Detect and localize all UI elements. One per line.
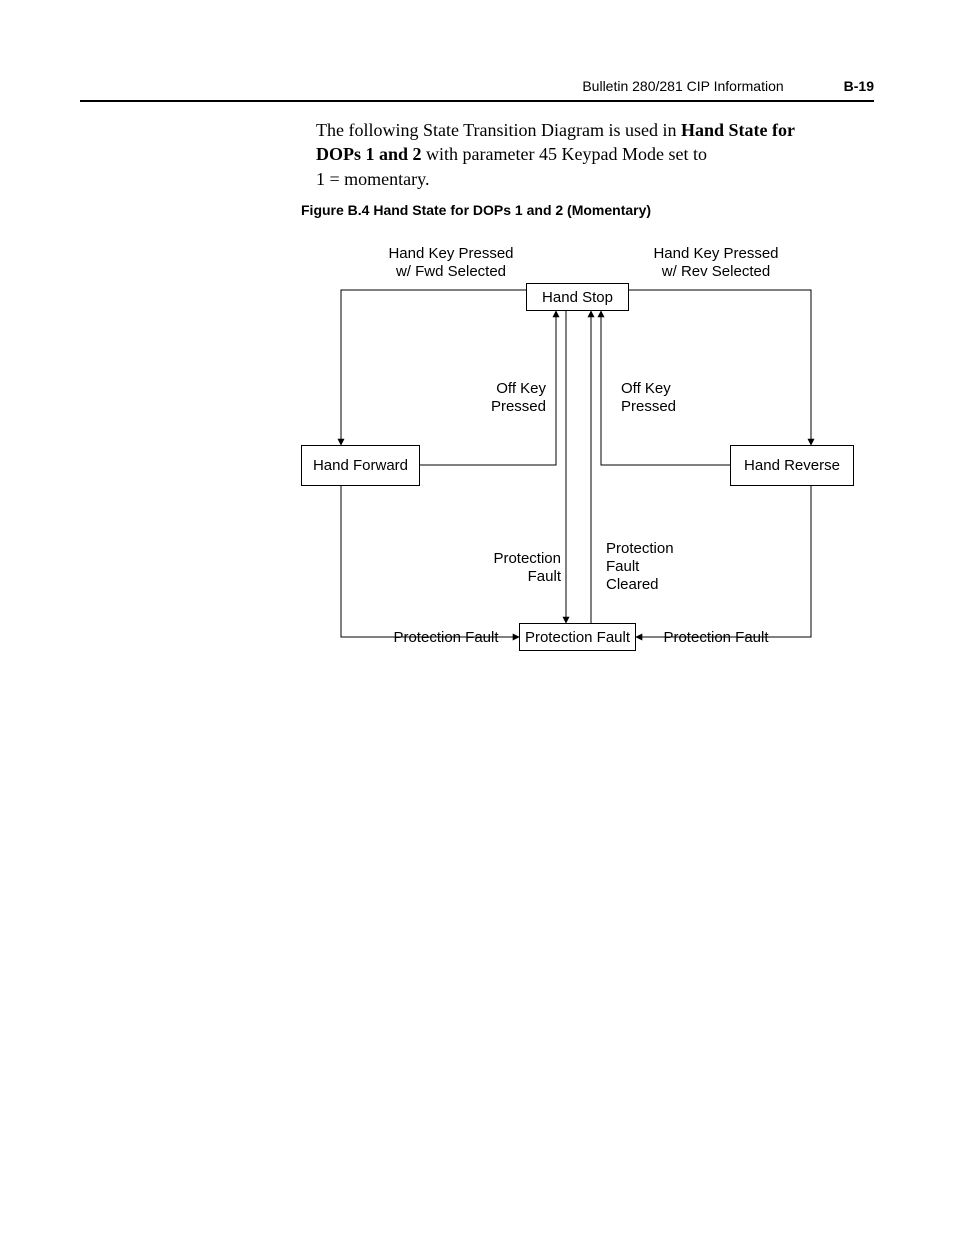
state-hand-stop: Hand Stop — [526, 283, 629, 311]
label-protection-fault-down-2: Fault — [528, 568, 561, 585]
label-hand-key-rev: Hand Key Pressed w/ Rev Selected — [636, 245, 796, 281]
label-protection-fault-right: Protection Fault — [646, 629, 786, 647]
intro-bold-2: DOPs 1 and 2 — [316, 144, 422, 164]
header-title: Bulletin 280/281 CIP Information — [582, 78, 783, 94]
label-off-key-right-1: Off Key — [621, 380, 671, 397]
label-hand-key-fwd-2: w/ Fwd Selected — [396, 263, 506, 280]
label-protection-fault-down: Protection Fault — [451, 550, 561, 586]
header-page-number: B-19 — [844, 78, 874, 94]
label-protection-cleared-3: Cleared — [606, 576, 659, 593]
label-off-key-right: Off Key Pressed — [621, 380, 721, 416]
intro-text-1: The following State Transition Diagram i… — [316, 120, 681, 140]
intro-bold-1: Hand State for — [681, 120, 795, 140]
page: Bulletin 280/281 CIP Information B-19 Th… — [0, 0, 954, 1235]
label-protection-cleared-1: Protection — [606, 540, 674, 557]
state-protection-fault: Protection Fault — [519, 623, 636, 651]
label-protection-fault-left: Protection Fault — [376, 629, 516, 647]
label-off-key-left-1: Off Key — [496, 380, 546, 397]
label-hand-key-fwd-1: Hand Key Pressed — [388, 245, 513, 262]
label-protection-fault-right-text: Protection Fault — [663, 629, 768, 646]
label-protection-cleared-2: Fault — [606, 558, 639, 575]
state-hand-forward-label: Hand Forward — [313, 457, 408, 474]
state-diagram: Hand Stop Hand Forward Hand Reverse Prot… — [301, 230, 854, 680]
figure-caption: Figure B.4 Hand State for DOPs 1 and 2 (… — [301, 202, 651, 218]
label-protection-fault-left-text: Protection Fault — [393, 629, 498, 646]
state-hand-reverse: Hand Reverse — [730, 445, 854, 486]
intro-paragraph: The following State Transition Diagram i… — [316, 118, 874, 191]
intro-text-2: with parameter 45 Keypad Mode set to — [422, 144, 707, 164]
state-hand-reverse-label: Hand Reverse — [744, 457, 840, 474]
label-hand-key-fwd: Hand Key Pressed w/ Fwd Selected — [371, 245, 531, 281]
label-hand-key-rev-2: w/ Rev Selected — [662, 263, 770, 280]
label-hand-key-rev-1: Hand Key Pressed — [653, 245, 778, 262]
label-off-key-left: Off Key Pressed — [446, 380, 546, 416]
label-off-key-right-2: Pressed — [621, 398, 676, 415]
header-rule — [80, 100, 874, 102]
label-protection-cleared: Protection Fault Cleared — [606, 540, 716, 594]
state-protection-fault-label: Protection Fault — [525, 629, 630, 646]
label-protection-fault-down-1: Protection — [493, 550, 561, 567]
state-hand-stop-label: Hand Stop — [542, 289, 613, 306]
intro-text-3: 1 = momentary. — [316, 169, 429, 189]
page-header: Bulletin 280/281 CIP Information B-19 — [80, 78, 874, 94]
state-hand-forward: Hand Forward — [301, 445, 420, 486]
label-off-key-left-2: Pressed — [491, 398, 546, 415]
